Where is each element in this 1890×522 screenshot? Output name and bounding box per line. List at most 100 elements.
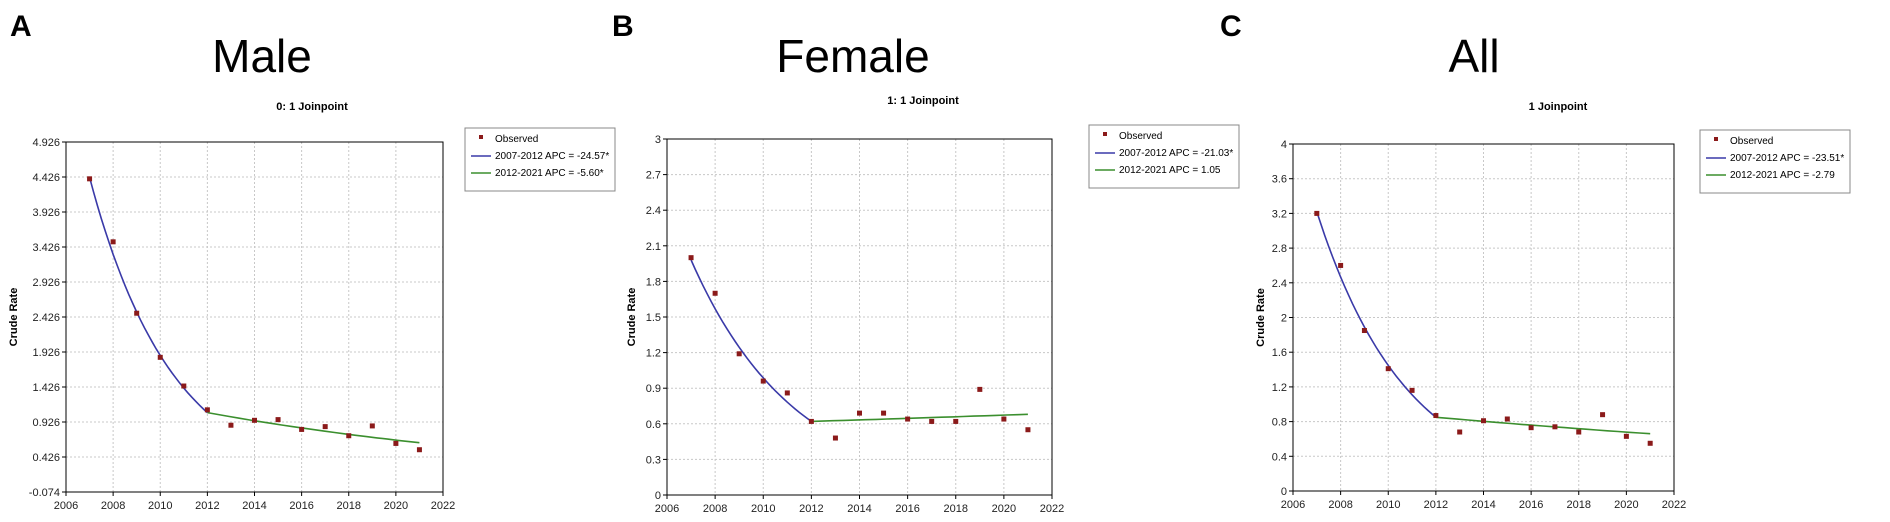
y-tick-label: 0.3 — [646, 454, 661, 466]
legend-segment-label-2: 2012-2021 APC = 1.05 — [1119, 165, 1221, 176]
legend-segment-label-1: 2007-2012 APC = -24.57* — [495, 151, 609, 162]
y-tick-label: 2.4 — [646, 205, 661, 217]
segment-line-2 — [207, 411, 420, 444]
observed-point — [252, 417, 257, 423]
observed-point — [134, 310, 140, 316]
observed-point — [1433, 413, 1439, 419]
y-tick-label: 1.8 — [646, 276, 661, 288]
legend-observed-marker — [1103, 132, 1107, 136]
observed-point — [1600, 412, 1606, 418]
observed-point — [1361, 328, 1367, 334]
segment-line-1 — [88, 177, 208, 414]
x-tick-label: 2008 — [703, 503, 727, 515]
observed-point — [1481, 418, 1486, 424]
x-tick-label: 2008 — [1328, 499, 1352, 511]
observed-point — [299, 426, 305, 432]
chart-title: 1 Joinpoint — [1529, 101, 1588, 113]
x-tick-label: 2012 — [1424, 499, 1448, 511]
observed-point — [346, 433, 352, 439]
chart-title: 0: 1 Joinpoint — [276, 101, 348, 113]
x-tick-label: 2020 — [384, 500, 408, 512]
segment-line-1 — [1316, 211, 1437, 418]
y-tick-label: 1.2 — [646, 348, 661, 360]
y-tick-label: 0.4 — [1272, 451, 1287, 463]
legend-observed-label: Observed — [495, 134, 538, 145]
x-tick-label: 2022 — [1662, 499, 1686, 511]
x-tick-label: 2012 — [799, 503, 823, 515]
panel-letter: A — [10, 10, 32, 43]
observed-point — [881, 410, 887, 416]
segment-line-1 — [690, 259, 812, 423]
legend-observed-label: Observed — [1119, 131, 1162, 142]
legend-observed-marker — [1714, 137, 1718, 141]
legend-box — [1699, 129, 1851, 194]
x-tick-label: 2020 — [992, 503, 1016, 515]
y-tick-label: 3 — [655, 134, 661, 146]
observed-point — [1576, 429, 1582, 435]
y-tick-label: 1.426 — [32, 382, 60, 394]
y-tick-label: 0.8 — [1272, 417, 1287, 429]
y-tick-label: 4.426 — [32, 172, 60, 184]
panel-heading: Female — [776, 30, 929, 82]
y-tick-label: 2.426 — [32, 312, 60, 324]
observed-point — [87, 176, 93, 182]
legend-segment-label-1: 2007-2012 APC = -23.51* — [1730, 153, 1844, 164]
observed-point — [1385, 366, 1391, 372]
y-tick-label: 2.4 — [1272, 278, 1287, 290]
observed-point — [275, 417, 281, 423]
observed-point — [1409, 387, 1415, 393]
y-tick-label: 2.8 — [1272, 243, 1287, 255]
observed-point — [905, 416, 911, 422]
observed-point — [1001, 416, 1007, 422]
observed-point — [1552, 424, 1558, 430]
x-tick-label: 2022 — [431, 500, 455, 512]
y-tick-label: 3.2 — [1272, 208, 1287, 220]
y-tick-label: 1.926 — [32, 347, 60, 359]
y-tick-label: 4 — [1281, 139, 1287, 151]
y-tick-label: 3.6 — [1272, 174, 1287, 186]
y-tick-label: 1.6 — [1272, 347, 1287, 359]
y-tick-label: 2.926 — [32, 277, 60, 289]
segment-line-2 — [1435, 416, 1651, 435]
observed-point — [393, 440, 399, 446]
observed-point — [416, 447, 422, 453]
y-tick-label: 3.426 — [32, 242, 60, 254]
x-tick-label: 2012 — [195, 500, 219, 512]
chart-panel-a: A Male 0: 1 Joinpoint 2006 2008 2010 2012 2014 2… — [8, 10, 616, 512]
y-axis-label: Crude Rate — [626, 288, 638, 347]
observed-point — [977, 386, 983, 392]
chart-panel-b: B Female 1: 1 Joinpoint 2006 2008 2010 2012 201… — [612, 10, 1240, 515]
observed-point — [369, 423, 375, 429]
legend-box — [464, 127, 616, 192]
y-tick-label: 2 — [1281, 313, 1287, 325]
panel-heading: All — [1448, 30, 1499, 82]
observed-point — [1623, 433, 1629, 439]
legend-segment-label-2: 2012-2021 APC = -5.60* — [495, 168, 604, 179]
x-tick-label: 2022 — [1040, 503, 1064, 515]
y-tick-label: 0.6 — [646, 419, 661, 431]
observed-point — [688, 255, 694, 261]
x-tick-label: 2006 — [655, 503, 679, 515]
observed-point — [1528, 425, 1534, 431]
observed-point — [181, 383, 187, 389]
observed-point — [1647, 440, 1653, 446]
x-tick-label: 2006 — [54, 500, 78, 512]
observed-point — [157, 354, 163, 360]
y-tick-label: 0 — [1281, 486, 1287, 498]
observed-point — [712, 290, 718, 296]
x-tick-label: 2008 — [101, 500, 125, 512]
observed-point — [832, 435, 838, 441]
y-tick-label: 0 — [655, 490, 661, 502]
y-axis-label: Crude Rate — [1255, 288, 1267, 347]
y-tick-label: 0.9 — [646, 383, 661, 395]
x-tick-label: 2018 — [944, 503, 968, 515]
legend-observed-marker — [479, 135, 483, 139]
x-tick-label: 2018 — [337, 500, 361, 512]
chart-panel-c: C All 1 Joinpoint 2006 2008 2010 2012 2014 2016 2… — [1220, 10, 1851, 511]
y-tick-label: 4.926 — [32, 137, 60, 149]
x-tick-label: 2016 — [895, 503, 919, 515]
y-tick-label: 1.5 — [646, 312, 661, 324]
panel-heading: Male — [212, 30, 312, 82]
x-tick-label: 2006 — [1281, 499, 1305, 511]
